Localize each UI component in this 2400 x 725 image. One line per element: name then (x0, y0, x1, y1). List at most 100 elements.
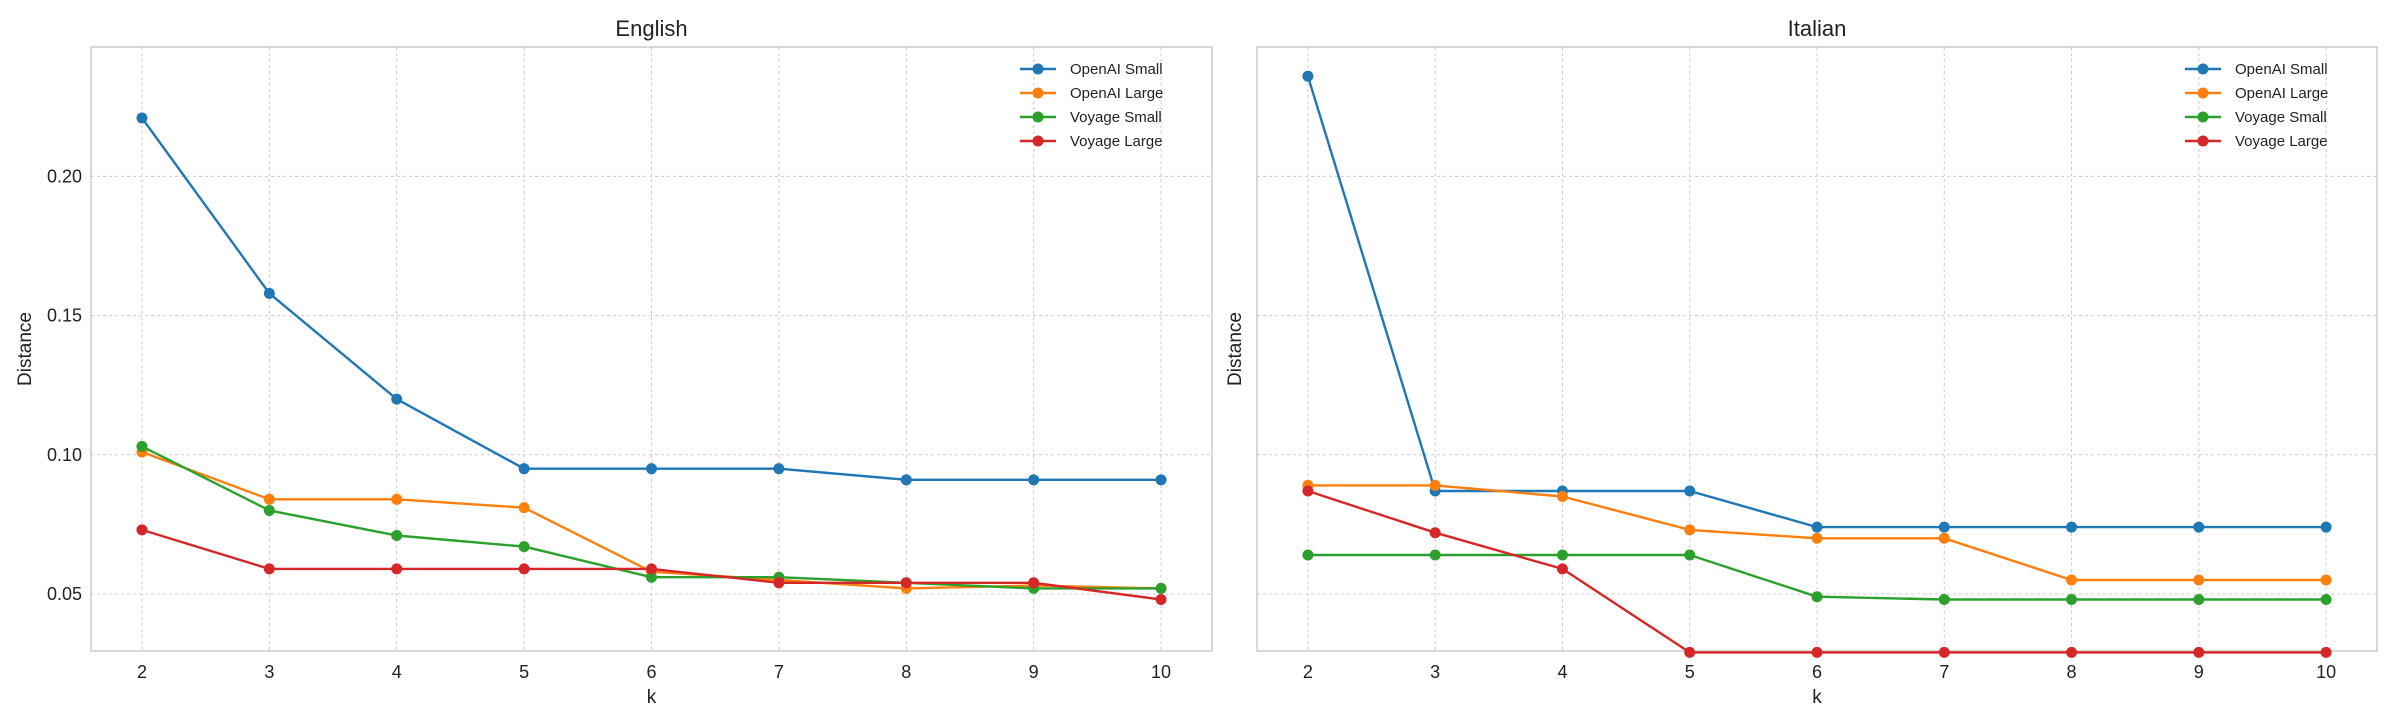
y-axis-label: Distance (1225, 312, 1246, 386)
data-point (1811, 532, 1823, 544)
data-point (1429, 549, 1441, 561)
data-point (391, 493, 403, 505)
y-tick-label: 0.05 (47, 584, 82, 604)
data-point (1028, 577, 1040, 589)
data-point (1938, 646, 1950, 658)
legend-marker (2197, 63, 2209, 75)
chart-title: Italian (1788, 16, 1847, 41)
y-tick-label: 0.15 (47, 306, 82, 326)
legend-label: Voyage Small (2235, 109, 2327, 126)
x-axis-label: k (647, 687, 657, 708)
legend-marker (1032, 87, 1044, 99)
data-point (646, 563, 657, 575)
x-tick-label: 3 (264, 662, 274, 682)
data-point (1155, 594, 1167, 606)
x-tick-label: 8 (2067, 662, 2077, 682)
data-point (1155, 474, 1167, 486)
data-point (1556, 491, 1568, 503)
legend-marker (1032, 111, 1044, 123)
data-point (263, 493, 275, 505)
x-tick-label: 6 (646, 662, 656, 682)
data-point (136, 112, 148, 124)
data-point (391, 393, 403, 405)
data-point (1556, 549, 1568, 561)
legend-marker (2197, 87, 2209, 99)
legend-marker (2197, 111, 2209, 123)
x-tick-label: 2 (137, 662, 147, 682)
legend-label: OpenAI Large (1070, 85, 1163, 102)
data-point (773, 463, 785, 475)
data-point (2320, 594, 2332, 606)
y-tick-label: 0.20 (47, 166, 82, 186)
data-point (1811, 591, 1823, 603)
data-point (1155, 582, 1167, 594)
data-point (518, 563, 530, 575)
data-point (518, 463, 530, 475)
data-point (900, 577, 912, 589)
data-point (2320, 521, 2332, 533)
data-point (1811, 646, 1823, 658)
x-tick-label: 9 (2194, 662, 2204, 682)
x-tick-label: 5 (1685, 662, 1695, 682)
x-tick-label: 5 (519, 662, 529, 682)
data-point (1028, 474, 1040, 486)
x-tick-label: 10 (2316, 662, 2336, 682)
panel-1: Italian 2 3 4 5 6 7 8 9 10 k Distance OpenAI Small Op… (1225, 16, 2378, 708)
x-tick-label: 10 (1151, 662, 1171, 682)
data-point (263, 563, 275, 575)
data-point (1684, 524, 1696, 536)
legend-label: OpenAI Small (2235, 61, 2328, 78)
data-point (263, 504, 275, 516)
y-axis-label: Distance (15, 312, 36, 386)
data-point (2193, 521, 2205, 533)
data-point (263, 287, 275, 299)
data-point (2193, 574, 2205, 586)
data-point (391, 563, 403, 575)
data-point (1302, 549, 1314, 561)
legend-label: OpenAI Small (1070, 61, 1163, 78)
x-tick-label: 4 (392, 662, 402, 682)
data-point (1302, 485, 1314, 497)
chart-title: English (615, 16, 687, 41)
data-point (1938, 532, 1950, 544)
legend-marker (1032, 135, 1044, 147)
data-point (1938, 594, 1950, 606)
panel-0: English 2 3 4 5 6 7 8 9 10 0.05 0.10 0.15 0.20 k Distan… (15, 16, 1213, 708)
x-tick-label: 7 (774, 662, 784, 682)
data-point (136, 440, 148, 452)
legend-label: OpenAI Large (2235, 85, 2328, 102)
data-point (1302, 70, 1314, 82)
data-point (518, 541, 530, 553)
data-point (1684, 646, 1696, 658)
data-point (2193, 646, 2205, 658)
data-point (2320, 574, 2332, 586)
legend-label: Voyage Large (1070, 133, 1163, 150)
data-point (2320, 646, 2332, 658)
data-point (773, 577, 785, 589)
legend-label: Voyage Large (2235, 133, 2328, 150)
legend-marker (1032, 63, 1044, 75)
data-point (1556, 563, 1568, 575)
legend-marker (2197, 135, 2209, 147)
data-point (2066, 646, 2078, 658)
data-point (2066, 594, 2078, 606)
data-point (136, 524, 148, 536)
data-point (900, 474, 912, 486)
data-point (391, 529, 403, 541)
x-tick-label: 3 (1430, 662, 1440, 682)
data-point (1938, 521, 1950, 533)
x-tick-label: 9 (1029, 662, 1039, 682)
x-tick-label: 8 (901, 662, 911, 682)
data-point (646, 571, 657, 583)
x-tick-label: 2 (1303, 662, 1313, 682)
data-point (1684, 549, 1696, 561)
data-point (1811, 521, 1823, 533)
data-point (2066, 521, 2078, 533)
data-point (518, 502, 530, 514)
plot-frame (90, 46, 1213, 652)
data-point (2066, 574, 2078, 586)
x-tick-label: 7 (1939, 662, 1949, 682)
data-point (1684, 485, 1696, 497)
